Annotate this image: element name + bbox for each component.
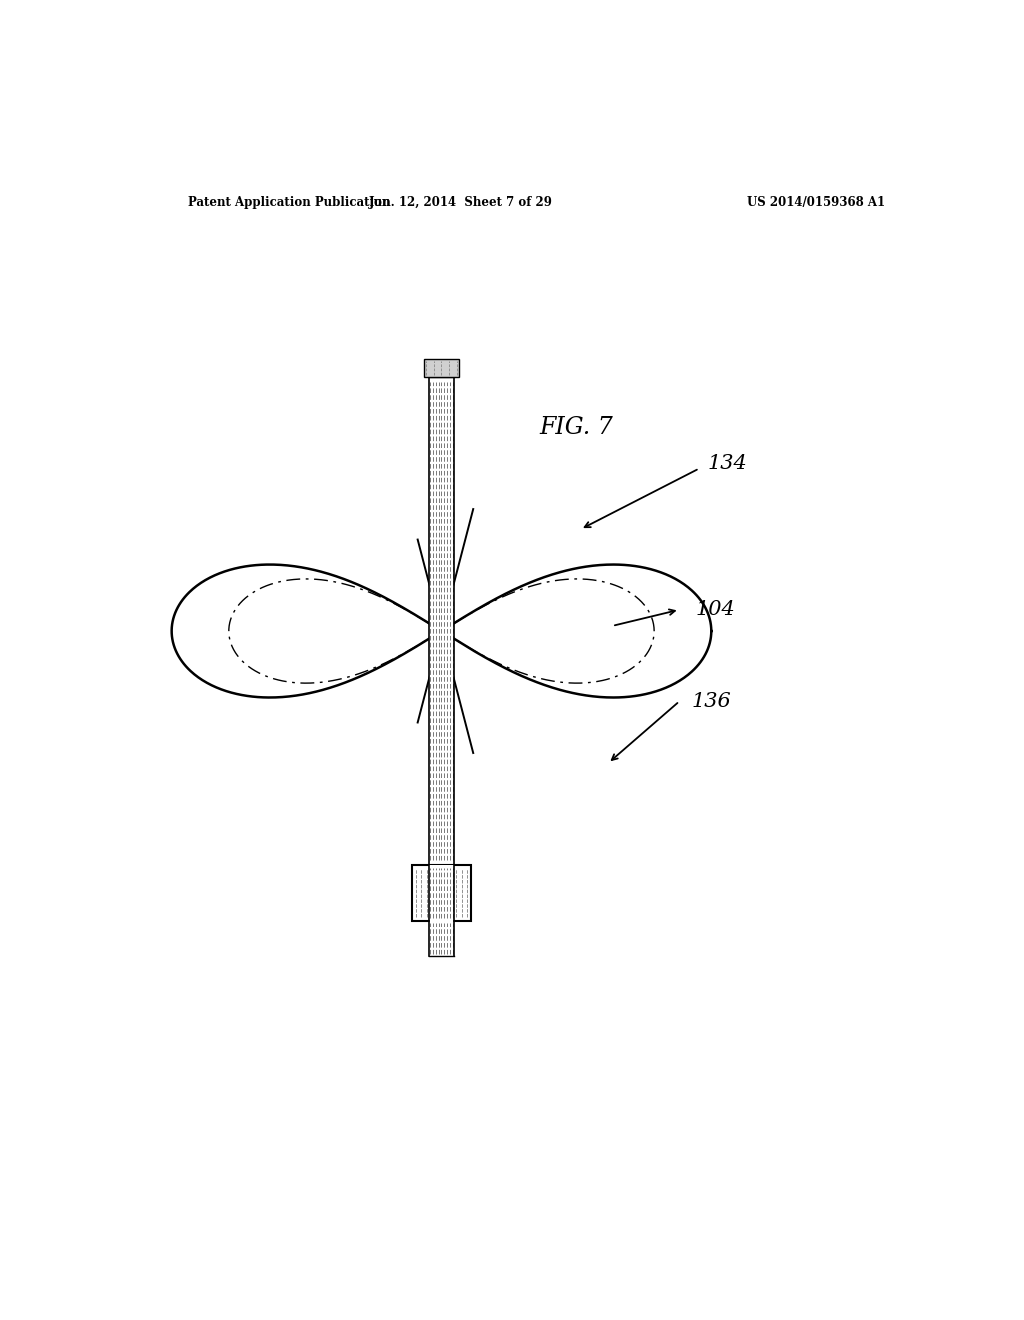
Text: Jun. 12, 2014  Sheet 7 of 29: Jun. 12, 2014 Sheet 7 of 29	[370, 195, 553, 209]
Polygon shape	[172, 565, 712, 697]
Bar	[424, 359, 459, 378]
Text: 134: 134	[708, 454, 748, 473]
Text: FIG. 7: FIG. 7	[540, 416, 613, 440]
Bar	[429, 921, 455, 956]
Bar	[429, 865, 455, 921]
Bar	[412, 865, 471, 921]
Text: US 2014/0159368 A1: US 2014/0159368 A1	[748, 195, 885, 209]
Text: 104: 104	[695, 601, 735, 619]
Text: Patent Application Publication: Patent Application Publication	[187, 195, 390, 209]
Bar	[429, 378, 455, 865]
Text: 136: 136	[691, 692, 731, 710]
